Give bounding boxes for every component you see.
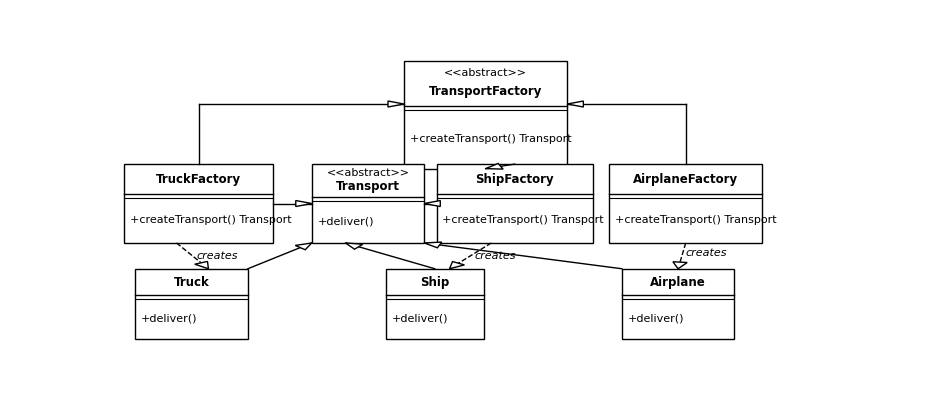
Text: Airplane: Airplane (650, 275, 705, 288)
Bar (622, 269, 734, 338)
Text: TruckFactory: TruckFactory (156, 173, 241, 186)
Text: +deliver(): +deliver() (391, 314, 447, 324)
Bar (608, 164, 761, 243)
Polygon shape (449, 262, 464, 269)
Polygon shape (566, 101, 583, 107)
Text: ShipFactory: ShipFactory (475, 173, 553, 186)
Bar (386, 269, 483, 338)
Bar (403, 61, 566, 169)
Text: Transport: Transport (336, 180, 400, 193)
Polygon shape (424, 242, 441, 248)
Polygon shape (388, 101, 403, 107)
Text: +deliver(): +deliver() (627, 314, 683, 324)
Text: Truck: Truck (173, 275, 210, 288)
Polygon shape (485, 164, 503, 169)
Text: +createTransport() Transport: +createTransport() Transport (409, 134, 571, 144)
Bar (312, 164, 424, 243)
Text: <<abstract>>: <<abstract>> (326, 168, 409, 178)
Bar (436, 164, 592, 243)
Text: AirplaneFactory: AirplaneFactory (633, 173, 738, 186)
Bar (124, 164, 273, 243)
Polygon shape (195, 262, 208, 269)
Text: +deliver(): +deliver() (141, 314, 197, 324)
Polygon shape (295, 243, 312, 250)
Polygon shape (296, 201, 312, 206)
Bar (135, 269, 247, 338)
Text: creates: creates (685, 248, 726, 258)
Text: TransportFactory: TransportFactory (429, 85, 542, 98)
Text: creates: creates (196, 251, 238, 261)
Text: +createTransport() Transport: +createTransport() Transport (442, 216, 604, 225)
Text: +createTransport() Transport: +createTransport() Transport (130, 216, 291, 225)
Text: Ship: Ship (419, 275, 449, 288)
Polygon shape (672, 262, 686, 269)
Text: creates: creates (474, 251, 515, 261)
Text: +createTransport() Transport: +createTransport() Transport (615, 216, 776, 225)
Polygon shape (424, 201, 440, 206)
Text: +deliver(): +deliver() (317, 217, 373, 227)
Polygon shape (345, 243, 362, 249)
Text: <<abstract>>: <<abstract>> (444, 68, 527, 78)
